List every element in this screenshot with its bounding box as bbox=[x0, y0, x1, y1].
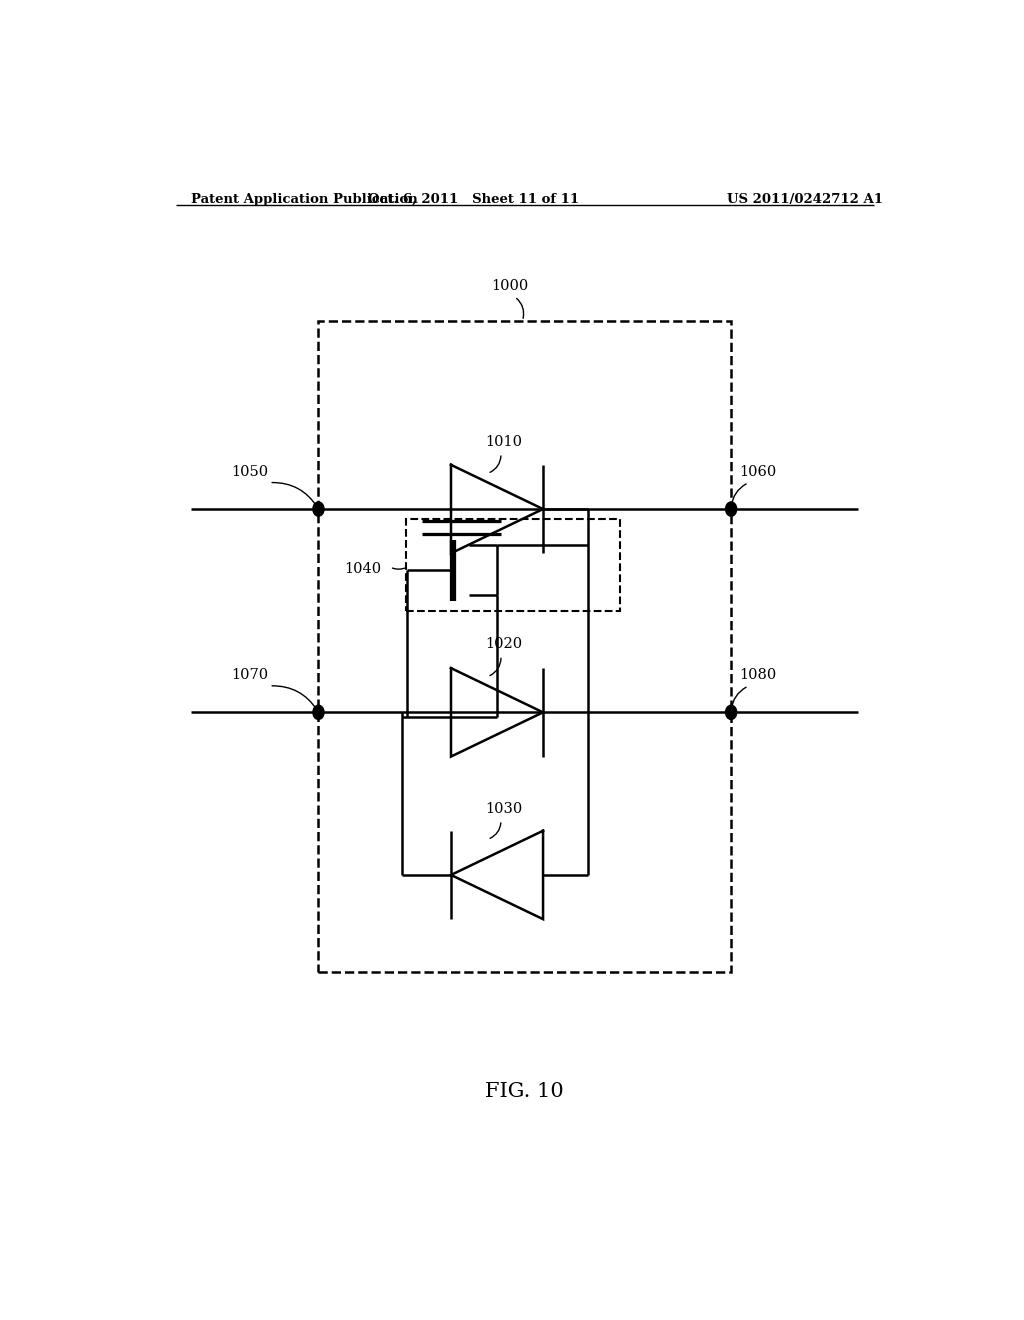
Text: 1040: 1040 bbox=[344, 562, 381, 576]
Circle shape bbox=[726, 705, 736, 719]
Text: 1020: 1020 bbox=[485, 638, 522, 651]
Bar bbox=[318, 321, 731, 972]
Text: 1000: 1000 bbox=[492, 279, 528, 293]
Text: 1030: 1030 bbox=[485, 803, 522, 816]
Circle shape bbox=[726, 502, 736, 516]
Text: 1080: 1080 bbox=[739, 668, 776, 682]
Circle shape bbox=[313, 705, 324, 719]
Text: 1050: 1050 bbox=[231, 465, 268, 479]
Text: 1070: 1070 bbox=[231, 668, 268, 682]
Bar bbox=[406, 519, 621, 611]
Circle shape bbox=[313, 502, 324, 516]
Text: US 2011/0242712 A1: US 2011/0242712 A1 bbox=[727, 193, 883, 206]
Text: FIG. 10: FIG. 10 bbox=[485, 1082, 564, 1101]
Text: Patent Application Publication: Patent Application Publication bbox=[191, 193, 418, 206]
Text: 1010: 1010 bbox=[485, 436, 522, 449]
Text: Oct. 6, 2011   Sheet 11 of 11: Oct. 6, 2011 Sheet 11 of 11 bbox=[368, 193, 579, 206]
Text: 1060: 1060 bbox=[739, 465, 776, 479]
